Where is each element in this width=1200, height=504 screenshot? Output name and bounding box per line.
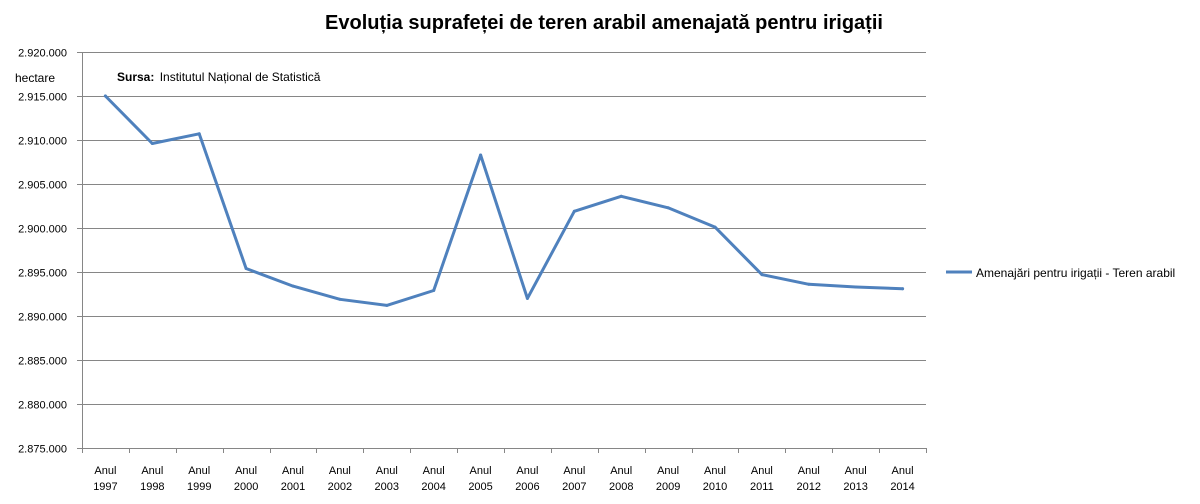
chart-title: Evoluția suprafeței de teren arabil amen…: [325, 12, 883, 34]
x-tick-label: Anul 1998: [140, 465, 164, 493]
x-tick-label: Anul 2007: [562, 465, 586, 493]
y-tick-label: 2.880.000: [18, 400, 67, 412]
x-tick-label: Anul 2008: [609, 465, 633, 493]
y-tick-label: 2.890.000: [18, 312, 67, 324]
x-tick-label: Anul 2001: [281, 465, 305, 493]
data-point: [760, 273, 764, 277]
data-point: [807, 282, 811, 286]
x-tick-label: Anul 2002: [328, 465, 352, 493]
series-line: [103, 94, 905, 307]
x-tick-label: Anul 2009: [656, 465, 680, 493]
data-point: [525, 296, 529, 300]
source-label: Sursa:: [117, 70, 154, 84]
x-tick-label: Anul 2013: [843, 465, 867, 493]
x-tick-label: Anul 2003: [375, 465, 399, 493]
x-tick-label: Anul 2000: [234, 465, 258, 493]
source-text: Institutul Național de Statistică: [160, 70, 321, 84]
x-tick-label: Anul 1999: [187, 465, 211, 493]
data-point: [854, 285, 858, 289]
data-point: [479, 153, 483, 157]
x-tick-label: Anul 2005: [468, 465, 492, 493]
y-tick-label: 2.915.000: [18, 92, 67, 104]
data-point: [103, 94, 107, 98]
y-tick-label: 2.905.000: [18, 180, 67, 192]
series-layer: [103, 94, 905, 307]
x-tick-labels: Anul 1997 Anul 1998 Anul 1999 Anul 2000 Anul 2001…: [93, 465, 915, 493]
source-note: Sursa: Institutul Național de Statistică: [117, 70, 321, 84]
x-tick-label: Anul 2010: [703, 465, 727, 493]
legend: Amenajări pentru irigații - Teren arabil: [946, 266, 1175, 280]
data-point: [385, 303, 389, 307]
x-tick-label: Anul 2011: [750, 465, 774, 493]
data-point: [432, 289, 436, 292]
y-tick-label: 2.910.000: [18, 136, 67, 148]
data-point: [901, 287, 905, 291]
data-point: [291, 284, 295, 288]
data-point: [150, 142, 154, 145]
data-point: [244, 267, 248, 270]
y-axis-label: hectare: [15, 71, 55, 85]
y-tick-label: 2.920.000: [18, 48, 67, 60]
data-point: [713, 225, 717, 229]
data-point: [197, 132, 201, 136]
data-point: [619, 194, 623, 198]
x-tick-label: Anul 1997: [93, 465, 117, 493]
data-point: [338, 297, 342, 301]
y-tick-label: 2.875.000: [18, 444, 67, 456]
y-tick-label: 2.895.000: [18, 268, 67, 280]
x-tick-label: Anul 2014: [890, 465, 914, 493]
x-tick-label: Anul 2012: [797, 465, 821, 493]
y-tick-labels: 2.875.000 2.880.000 2.885.000 2.890.000 2.89…: [18, 48, 67, 456]
legend-label: Amenajări pentru irigații - Teren arabil: [976, 266, 1175, 280]
x-tick-label: Anul 2006: [515, 465, 539, 493]
y-tick-label: 2.885.000: [18, 356, 67, 368]
data-point: [666, 206, 670, 210]
y-tick-label: 2.900.000: [18, 224, 67, 236]
data-point: [572, 209, 576, 213]
axes: [77, 52, 927, 453]
x-tick-label: Anul 2004: [421, 465, 445, 493]
